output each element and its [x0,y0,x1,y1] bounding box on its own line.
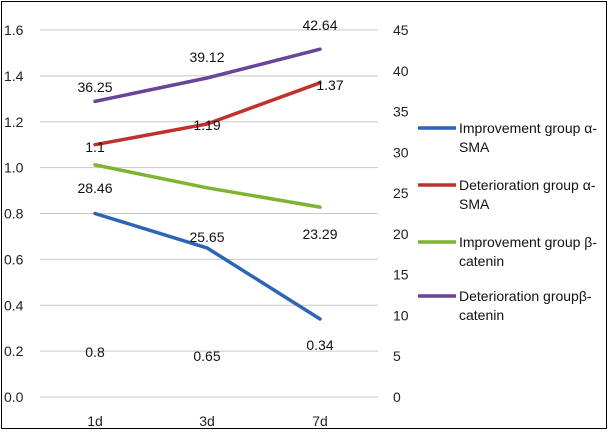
right-tick-label: 15 [393,267,409,283]
left-tick-label: 1.2 [4,114,24,130]
right-axis-ticks: 0 5 10 15 20 25 30 35 40 45 [393,22,409,405]
left-tick-label: 0.2 [4,343,24,359]
x-tick-label: 1d [87,413,103,429]
x-tick-label: 7d [312,413,328,429]
legend-label: Improvement group β- [459,234,597,250]
data-label: 0.34 [306,337,333,353]
right-tick-label: 25 [393,185,409,201]
data-label: 1.37 [316,77,343,93]
right-tick-label: 0 [393,389,401,405]
left-tick-label: 0.6 [4,251,24,267]
data-label: 1.19 [193,117,220,133]
data-label: 39.12 [189,49,224,65]
data-label: 28.46 [77,180,112,196]
left-tick-label: 1.6 [4,22,24,38]
left-tick-label: 1.4 [4,68,24,84]
left-tick-label: 0.0 [4,389,24,405]
legend-label: SMA [459,139,490,155]
left-tick-label: 0.8 [4,206,24,222]
legend-label: catenin [459,253,504,269]
legend-label: Deterioration group α- [459,177,596,193]
right-tick-label: 20 [393,226,409,242]
legend-label: SMA [459,196,490,212]
data-label: 42.64 [302,17,337,33]
legend: Improvement group α- SMA Deterioration gro… [418,120,597,323]
series-line [93,81,322,147]
data-label: 1.1 [85,139,105,155]
series-lines [93,47,322,321]
data-label: 23.29 [302,226,337,242]
right-tick-label: 45 [393,22,409,38]
right-tick-label: 30 [393,144,409,160]
right-tick-label: 35 [393,104,409,120]
data-label: 0.8 [85,344,105,360]
right-tick-label: 5 [393,348,401,364]
data-label: 0.65 [193,348,220,364]
left-tick-label: 1.0 [4,160,24,176]
legend-label: Improvement group α- [459,120,597,136]
gridlines [40,29,378,398]
data-labels: 0.8 0.65 0.34 1.1 1.19 1.37 28.46 25.65 23.29 36.… [77,17,343,364]
x-axis-ticks: 1d 3d 7d [87,413,328,429]
x-tick-label: 3d [199,413,215,429]
right-tick-label: 10 [393,307,409,323]
series-line [93,163,322,209]
legend-label: Deterioration groupβ- [459,288,592,304]
data-label: 36.25 [77,79,112,95]
series-line [93,211,322,321]
left-axis-ticks: 0.0 0.2 0.4 0.6 0.8 1.0 1.2 1.4 1.6 [4,22,24,405]
right-tick-label: 40 [393,63,409,79]
left-tick-label: 0.4 [4,297,24,313]
legend-label: catenin [459,307,504,323]
series-line [93,47,322,104]
data-label: 25.65 [189,229,224,245]
